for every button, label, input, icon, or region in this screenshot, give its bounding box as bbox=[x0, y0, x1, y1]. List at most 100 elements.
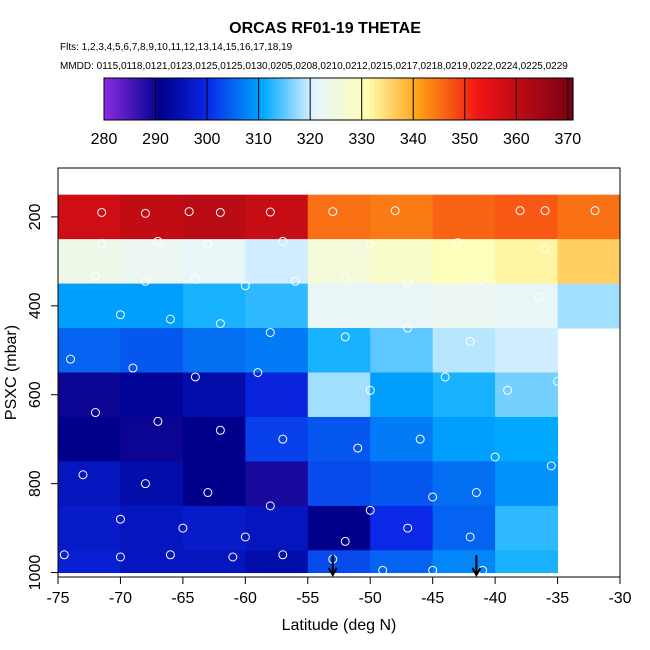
heatmap-cells bbox=[58, 194, 621, 574]
flight-track-point bbox=[534, 292, 544, 302]
heatmap-cell bbox=[120, 239, 184, 285]
heatmap-cell bbox=[495, 505, 559, 551]
flight-track-point bbox=[590, 206, 600, 216]
flight-track-point bbox=[390, 206, 400, 216]
colorbar-segment bbox=[236, 78, 242, 120]
y-tick-label: 600 bbox=[27, 381, 44, 408]
x-axis: -75 -70 -65 -60 -55 -50 -45 -40 -35 -30 bbox=[46, 577, 632, 607]
colorbar-tick-label: 360 bbox=[503, 131, 530, 148]
flight-track-point bbox=[265, 501, 275, 511]
heatmap-cell bbox=[58, 550, 121, 574]
flight-track-point bbox=[115, 514, 125, 524]
colorbar-segment bbox=[440, 78, 445, 120]
colorbar-segment bbox=[506, 78, 512, 120]
flight-track-point bbox=[128, 363, 138, 373]
flight-track-point bbox=[253, 368, 263, 377]
colorbar-segment bbox=[315, 78, 320, 120]
colorbar-segment bbox=[490, 78, 496, 120]
flight-track-point bbox=[265, 327, 275, 337]
heatmap-cell bbox=[495, 328, 559, 373]
colorbar-segment bbox=[401, 78, 406, 120]
colorbar-segment bbox=[162, 78, 168, 120]
heatmap-cell bbox=[557, 239, 621, 285]
flight-track-point bbox=[115, 552, 125, 562]
colorbar-segment bbox=[463, 78, 469, 120]
colorbar-segment bbox=[487, 78, 492, 120]
heatmap-cell bbox=[120, 461, 184, 507]
heatmap-cell bbox=[245, 372, 309, 418]
colorbar-segment bbox=[533, 78, 539, 120]
flight-track-point bbox=[97, 239, 107, 249]
colorbar-segment bbox=[545, 78, 551, 120]
heatmap-cell bbox=[495, 416, 559, 462]
colorbar-segment bbox=[502, 78, 508, 120]
flight-track-point bbox=[140, 479, 150, 489]
colorbar-segment bbox=[393, 78, 398, 120]
heatmap-cell bbox=[307, 505, 371, 551]
flight-track-point bbox=[140, 208, 150, 218]
colorbar-segment bbox=[123, 78, 129, 120]
flight-track-point bbox=[428, 565, 438, 575]
colorbar-segment bbox=[244, 78, 250, 120]
colorbar-segment bbox=[381, 78, 386, 120]
heatmap-cell bbox=[432, 461, 496, 507]
colorbar-segment bbox=[158, 78, 164, 120]
y-axis-title: PSXC (mbar) bbox=[3, 325, 20, 420]
heatmap-cell bbox=[182, 461, 246, 507]
colorbar-segment bbox=[264, 78, 269, 120]
colorbar-segment bbox=[530, 78, 535, 120]
heatmap-cell bbox=[182, 416, 246, 462]
colorbar-segment bbox=[447, 78, 453, 120]
colorbar-segment bbox=[365, 78, 371, 120]
heatmap-cell bbox=[307, 239, 371, 285]
heatmap-cell bbox=[58, 194, 121, 240]
colorbar-segment bbox=[471, 78, 476, 120]
flight-track-point bbox=[190, 372, 200, 382]
x-tick-label: -70 bbox=[109, 590, 132, 607]
colorbar-segment bbox=[283, 78, 289, 120]
heatmap-cell bbox=[182, 283, 246, 329]
colorbar-segment bbox=[404, 78, 410, 120]
colorbar-segment bbox=[424, 78, 429, 120]
colorbar-segment bbox=[119, 78, 125, 120]
heatmap-cell bbox=[432, 328, 496, 373]
heatmap-cell bbox=[58, 328, 121, 373]
colorbar-segment bbox=[311, 78, 316, 120]
colorbar-segment bbox=[299, 78, 304, 120]
flight-track-point bbox=[153, 416, 163, 426]
heatmap-cell bbox=[432, 283, 496, 329]
flight-track-point bbox=[203, 239, 213, 249]
heatmap-cell bbox=[120, 283, 184, 329]
colorbar-segment bbox=[127, 78, 132, 120]
y-tick-label: 1000 bbox=[27, 555, 44, 591]
flight-track-point bbox=[78, 470, 88, 480]
flight-track-point bbox=[184, 207, 194, 217]
flight-track-point bbox=[365, 239, 375, 249]
colorbar-segment bbox=[268, 78, 273, 120]
colorbar-segment bbox=[561, 78, 566, 120]
flight-track-point bbox=[503, 385, 513, 395]
colorbar-segment bbox=[201, 78, 207, 120]
heatmap-cell bbox=[58, 283, 121, 329]
heatmap-cell bbox=[245, 239, 309, 285]
colorbar-segment bbox=[295, 78, 301, 120]
colorbar-segment bbox=[326, 78, 332, 120]
colorbar-tick-label: 280 bbox=[91, 131, 118, 148]
colorbar: 280 290 300 310 320 330 340 350 360 370 bbox=[91, 77, 581, 148]
heatmap-cell bbox=[557, 283, 621, 329]
colorbar-segment bbox=[240, 78, 246, 120]
heatmap-cell bbox=[245, 283, 309, 329]
colorbar-segment bbox=[541, 78, 547, 120]
flight-track-point bbox=[115, 310, 125, 320]
heatmap-cell bbox=[182, 194, 246, 240]
heatmap-cell bbox=[370, 550, 434, 574]
y-tick-label: 800 bbox=[27, 470, 44, 497]
colorbar-segment bbox=[537, 78, 543, 120]
heatmap-cell bbox=[245, 328, 309, 373]
heatmap-cell bbox=[432, 505, 496, 551]
colorbar-segment bbox=[557, 78, 562, 120]
heatmap-cell bbox=[58, 505, 121, 551]
flight-track-point bbox=[215, 425, 225, 435]
flight-track-point bbox=[140, 276, 150, 286]
